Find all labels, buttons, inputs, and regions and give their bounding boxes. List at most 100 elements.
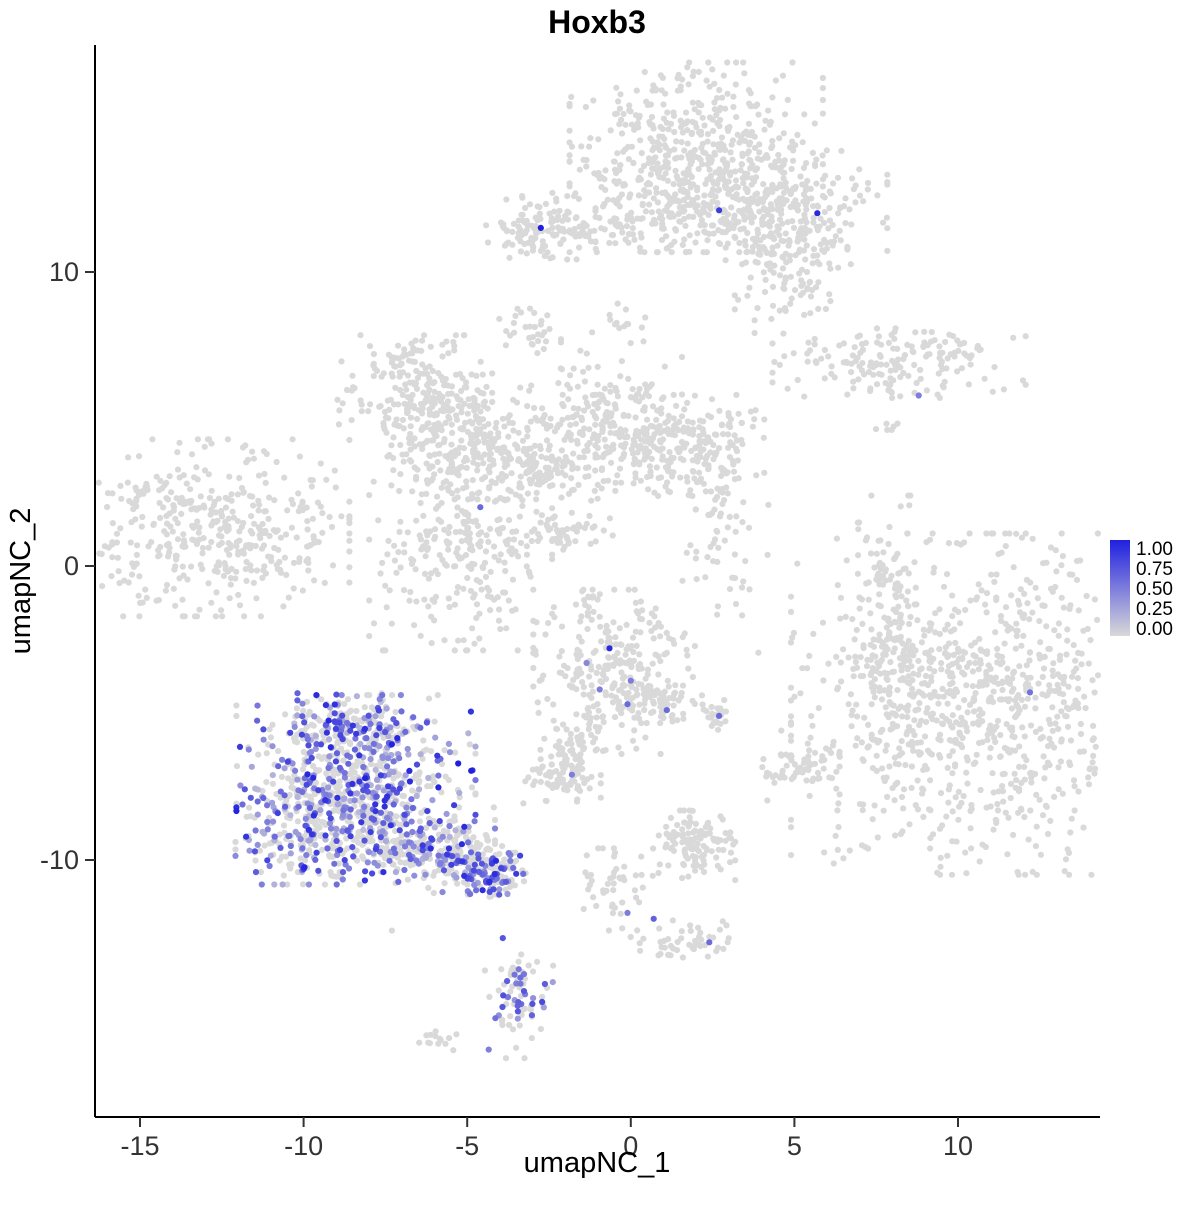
- data-point: [446, 451, 453, 458]
- data-point: [454, 545, 461, 552]
- data-point: [323, 476, 330, 483]
- data-point: [426, 386, 433, 393]
- data-point: [413, 385, 421, 392]
- data-point: [578, 742, 585, 749]
- data-point: [604, 400, 611, 407]
- data-point: [257, 613, 264, 620]
- data-point: [804, 177, 811, 185]
- data-point: [773, 185, 780, 192]
- data-point: [885, 387, 892, 394]
- data-point: [568, 762, 575, 769]
- data-point: [309, 477, 316, 484]
- data-point: [727, 172, 734, 179]
- data-point: [753, 472, 760, 479]
- data-point: [588, 731, 595, 739]
- data-point: [435, 442, 442, 449]
- data-point: [261, 470, 268, 478]
- data-point: [609, 532, 616, 539]
- data-point: [395, 771, 402, 778]
- data-point: [654, 160, 661, 167]
- data-point: [767, 118, 774, 125]
- data-point: [599, 423, 606, 430]
- data-point: [660, 163, 667, 170]
- data-point: [897, 830, 905, 838]
- data-point: [860, 672, 867, 680]
- data-point: [563, 726, 570, 733]
- data-point: [401, 346, 408, 353]
- data-point: [799, 289, 807, 296]
- data-point: [150, 520, 157, 527]
- data-point: [533, 489, 540, 496]
- data-point: [289, 436, 296, 443]
- data-point: [696, 469, 703, 476]
- data-point: [939, 712, 946, 720]
- data-point: [260, 448, 268, 455]
- data-point: [874, 738, 881, 745]
- data-point: [187, 499, 194, 506]
- data-point: [848, 221, 855, 228]
- data-point: [652, 605, 659, 612]
- data-point: [532, 414, 539, 421]
- data-point: [764, 551, 771, 559]
- data-point: [700, 429, 707, 436]
- data-point: [1050, 660, 1057, 667]
- data-point: [852, 199, 859, 206]
- data-point: [803, 228, 810, 235]
- data-point: [938, 666, 945, 673]
- data-point: [904, 679, 911, 686]
- data-point: [1035, 680, 1042, 687]
- data-point: [954, 368, 961, 375]
- data-point: [589, 688, 597, 695]
- data-point: [407, 588, 414, 596]
- data-point: [1022, 871, 1029, 878]
- data-point: [663, 119, 670, 126]
- data-point: [290, 585, 297, 592]
- data-point: [579, 226, 586, 233]
- data-point: [852, 358, 859, 365]
- data-point: [532, 223, 539, 230]
- data-point: [794, 131, 801, 138]
- data-point: [759, 197, 767, 204]
- data-point: [829, 742, 837, 749]
- data-point: [963, 682, 970, 689]
- data-point: [988, 571, 995, 578]
- data-point: [637, 137, 644, 144]
- data-point: [711, 106, 718, 113]
- data-point: [576, 430, 583, 437]
- data-point: [589, 586, 596, 593]
- data-point: [723, 484, 730, 491]
- data-point: [854, 713, 861, 720]
- data-point: [894, 580, 901, 587]
- data-point: [668, 454, 675, 461]
- data-point: [358, 408, 365, 415]
- data-point: [787, 300, 794, 307]
- data-point: [214, 517, 221, 524]
- data-point: [670, 695, 677, 702]
- data-point: [879, 581, 887, 588]
- data-point: [995, 551, 1002, 558]
- data-point: [236, 474, 243, 482]
- data-point: [704, 131, 712, 138]
- data-point: [463, 464, 470, 471]
- data-point: [863, 580, 870, 587]
- data-point: [199, 544, 206, 552]
- data-point: [1092, 743, 1099, 750]
- data-point: [612, 405, 619, 412]
- data-point: [600, 418, 607, 425]
- data-point: [1060, 604, 1067, 611]
- data-point: [944, 668, 951, 675]
- data-point: [512, 606, 519, 613]
- data-point: [726, 586, 734, 593]
- data-point: [519, 502, 526, 509]
- data-point: [1089, 677, 1096, 684]
- data-point: [857, 654, 864, 661]
- data-point: [690, 426, 697, 433]
- data-point: [602, 747, 609, 754]
- data-point: [139, 513, 146, 521]
- data-point: [927, 777, 934, 784]
- data-point: [993, 571, 1000, 578]
- data-point: [407, 414, 414, 421]
- data-point: [559, 751, 566, 758]
- data-point: [438, 518, 445, 525]
- data-point: [917, 375, 924, 382]
